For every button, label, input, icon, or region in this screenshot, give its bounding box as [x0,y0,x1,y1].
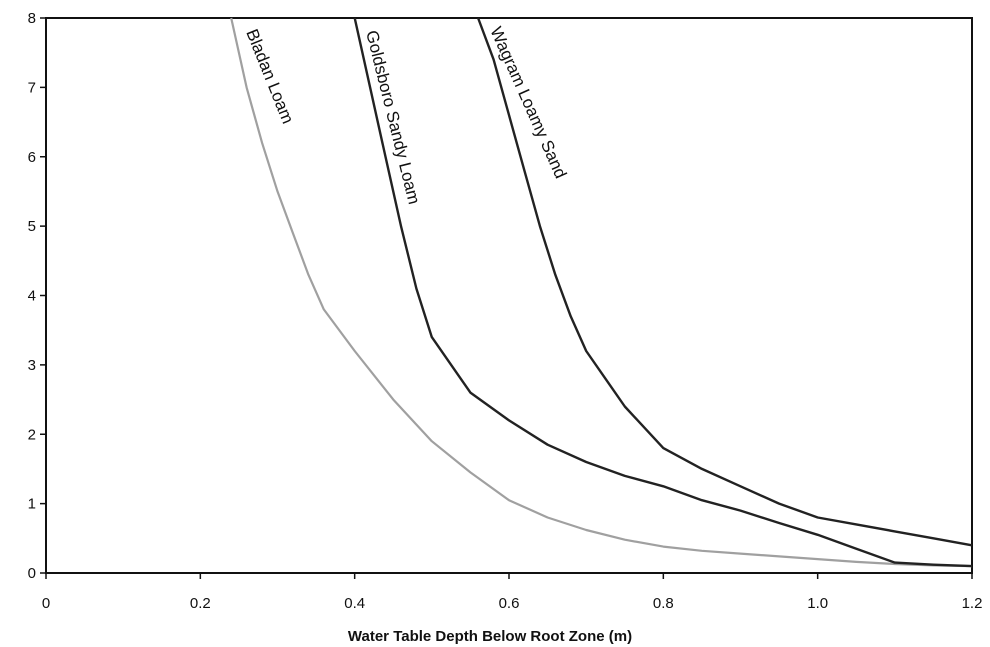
x-tick-label: 0.6 [499,595,520,612]
series-lines [230,17,973,568]
y-tick-label: 8 [28,10,36,27]
y-tick-label: 0 [28,565,36,582]
plot-area [45,17,973,574]
series-line-bladan-loam [230,17,973,568]
x-axis: 0 0.2 0.4 0.6 0.8 1.0 1.2 [42,573,983,612]
x-axis-label: Water Table Depth Below Root Zone (m) [348,628,632,645]
x-tick-label: 0.8 [653,595,674,612]
y-axis: 0 1 2 3 4 5 6 7 8 [28,10,46,582]
y-tick-label: 2 [28,426,36,443]
x-tick-label: 0 [42,595,50,612]
x-tick-label: 0.4 [344,595,365,612]
y-tick-label: 1 [28,496,36,513]
y-tick-label: 6 [28,149,36,166]
x-tick-label: 1.2 [962,595,983,612]
y-tick-label: 5 [28,218,36,235]
x-tick-label: 1.0 [807,595,828,612]
y-tick-label: 7 [28,79,36,96]
x-tick-label: 0.2 [190,595,211,612]
y-tick-label: 3 [28,357,36,374]
series-line-wagram-loamy-sand [476,17,973,547]
y-tick-label: 4 [28,288,36,305]
series-line-goldsboro-sandy-loam [353,17,973,568]
